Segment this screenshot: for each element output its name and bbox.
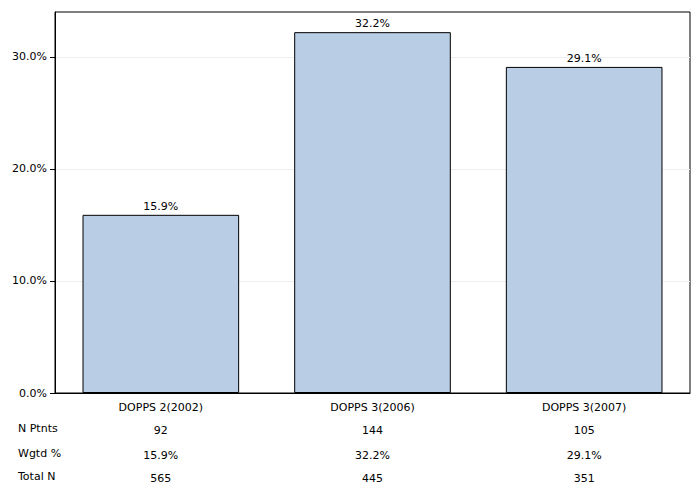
svg-text:Wgtd %: Wgtd %	[18, 447, 61, 460]
svg-text:144: 144	[362, 424, 383, 437]
svg-text:32.2%: 32.2%	[355, 17, 390, 30]
svg-text:29.1%: 29.1%	[567, 52, 602, 65]
svg-text:351: 351	[574, 472, 595, 485]
svg-text:DOPPS 3(2006): DOPPS 3(2006)	[330, 401, 414, 414]
svg-text:N Ptnts: N Ptnts	[18, 422, 58, 435]
svg-text:20.0%: 20.0%	[12, 162, 47, 175]
svg-text:15.9%: 15.9%	[143, 449, 178, 462]
svg-text:565: 565	[150, 472, 171, 485]
svg-text:10.0%: 10.0%	[12, 274, 47, 287]
svg-text:DOPPS 3(2007): DOPPS 3(2007)	[542, 401, 626, 414]
svg-text:29.1%: 29.1%	[567, 449, 602, 462]
svg-text:445: 445	[362, 472, 383, 485]
svg-text:Total N: Total N	[17, 470, 55, 483]
svg-text:DOPPS 2(2002): DOPPS 2(2002)	[119, 401, 203, 414]
svg-text:30.0%: 30.0%	[12, 50, 47, 63]
svg-text:0.0%: 0.0%	[19, 387, 47, 400]
svg-text:92: 92	[154, 424, 168, 437]
svg-text:32.2%: 32.2%	[355, 449, 390, 462]
svg-text:105: 105	[574, 424, 595, 437]
svg-text:15.9%: 15.9%	[143, 200, 178, 213]
